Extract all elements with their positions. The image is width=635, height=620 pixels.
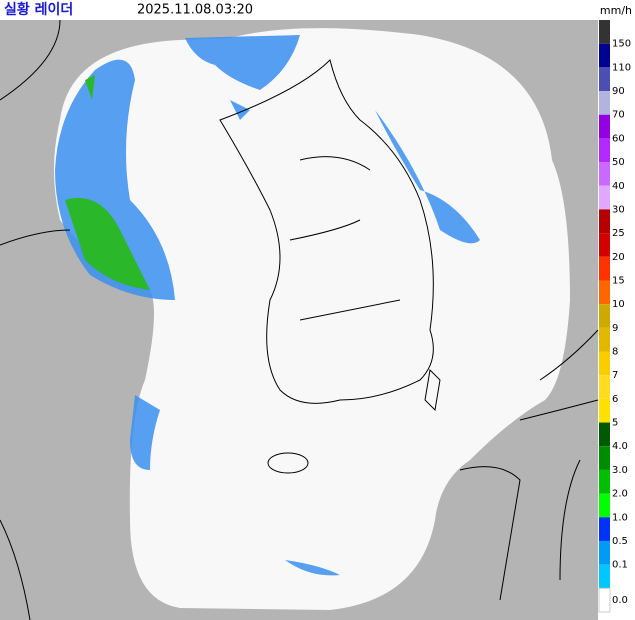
legend-swatch bbox=[598, 587, 611, 613]
legend-label: 50 bbox=[612, 157, 625, 168]
legend-label: 3.0 bbox=[612, 465, 628, 476]
legend-swatch bbox=[599, 162, 610, 186]
legend-label: 5 bbox=[612, 418, 618, 429]
legend-label: 25 bbox=[612, 228, 625, 239]
legend-swatch bbox=[599, 67, 610, 92]
legend-swatch bbox=[599, 540, 610, 565]
legend-swatch bbox=[599, 91, 610, 115]
legend-label: 1.0 bbox=[612, 512, 628, 523]
legend-label: 2.0 bbox=[612, 489, 628, 500]
title: 실황 레이더 bbox=[4, 1, 73, 18]
legend-label: 40 bbox=[612, 181, 625, 192]
legend-label: 10 bbox=[612, 299, 625, 310]
legend-swatch bbox=[599, 446, 610, 470]
borders bbox=[0, 19, 599, 620]
legend-swatch bbox=[599, 209, 610, 234]
unit: mm/h bbox=[600, 4, 632, 17]
legend-label: 8 bbox=[612, 347, 618, 358]
header-bar bbox=[0, 0, 635, 20]
legend-swatch bbox=[599, 114, 610, 139]
legend-swatch bbox=[599, 185, 610, 210]
legend-swatch bbox=[599, 469, 610, 494]
legend-swatch bbox=[599, 256, 610, 281]
legend-label: 0.5 bbox=[612, 536, 628, 547]
legend-label: 20 bbox=[612, 252, 625, 263]
legend-swatch bbox=[599, 304, 610, 328]
legend-swatch bbox=[599, 280, 610, 305]
legend-label: 60 bbox=[612, 133, 625, 144]
legend-swatch bbox=[599, 233, 610, 257]
legend-swatch bbox=[599, 564, 610, 589]
legend-label: 7 bbox=[612, 370, 618, 381]
legend-swatch bbox=[599, 43, 610, 68]
legend-swatch bbox=[599, 517, 610, 541]
legend-swatch bbox=[599, 20, 610, 44]
legend-label: 4.0 bbox=[612, 441, 628, 452]
legend-label: 90 bbox=[612, 86, 625, 97]
legend-label: 110 bbox=[612, 62, 631, 73]
legend-label: 0.1 bbox=[612, 560, 628, 571]
legend-swatch bbox=[599, 375, 610, 399]
echo-strong bbox=[65, 75, 150, 290]
legend-label: 9 bbox=[612, 323, 618, 334]
map bbox=[0, 19, 599, 620]
legend-swatch bbox=[599, 327, 610, 352]
legend-label: 30 bbox=[612, 204, 625, 215]
legend-swatch bbox=[599, 138, 610, 163]
legend-label: 70 bbox=[612, 110, 625, 121]
legend-swatch bbox=[599, 493, 610, 518]
legend: 150 110 90 70 60 50 40 30 25 20 15 10 9 8 7 6 5 4.0 3.0 2.0… bbox=[598, 20, 631, 613]
legend-swatch bbox=[599, 422, 610, 447]
coverage bbox=[54, 28, 570, 610]
timestamp: 2025.11.08.03:20 bbox=[137, 3, 253, 18]
legend-label: 15 bbox=[612, 275, 625, 286]
legend-swatch bbox=[599, 398, 610, 423]
legend-label: 150 bbox=[612, 39, 631, 50]
legend-label: 6 bbox=[612, 394, 618, 405]
legend-label: 0.0 bbox=[612, 595, 628, 606]
legend-swatch bbox=[599, 351, 610, 376]
